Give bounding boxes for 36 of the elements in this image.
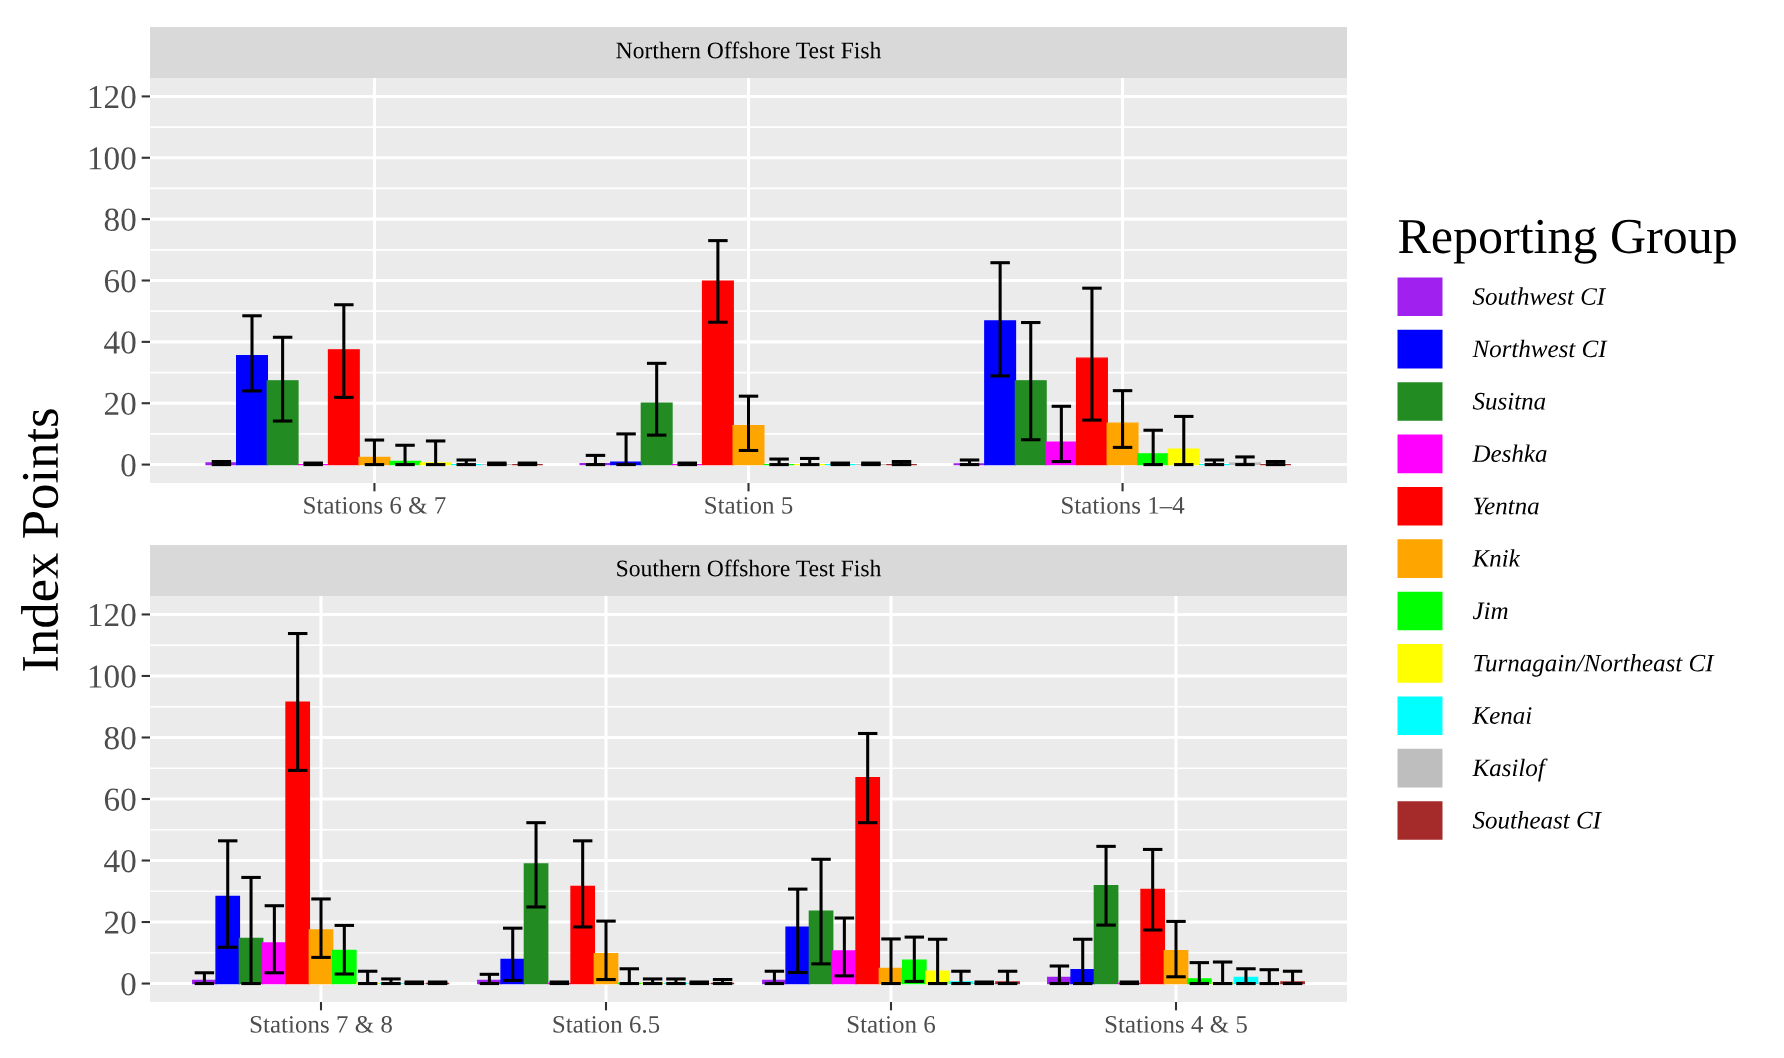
legend-label: Kenai xyxy=(1472,707,1532,724)
y-tick-label: 100 xyxy=(89,665,136,688)
x-tick-label: Stations 1–4 xyxy=(1062,496,1185,514)
x-tick-label: Stations 6 & 7 xyxy=(304,496,446,514)
legend-label: Southeast CI xyxy=(1472,811,1602,829)
y-tick-label: 0 xyxy=(121,453,136,477)
x-tick-label: Stations 7 & 8 xyxy=(250,1015,392,1033)
y-tick-label: 120 xyxy=(89,603,136,627)
x-tick-label: Station 6 xyxy=(847,1015,936,1033)
legend-label: Kasilof xyxy=(1472,758,1548,782)
legend-label: Susitna xyxy=(1472,392,1546,410)
chart-title: Northern Offshore Test Fish xyxy=(616,41,882,59)
y-tick-label: 100 xyxy=(89,147,136,170)
x-tick-label: Station 5 xyxy=(705,496,793,514)
y-tick-label: 80 xyxy=(104,208,136,232)
legend-label: Knik xyxy=(1472,549,1521,567)
y-tick-label: 60 xyxy=(104,788,136,811)
legend-label: Turnagain/Northeast CI xyxy=(1474,653,1715,677)
y-tick-label: 120 xyxy=(89,85,136,109)
y-tick-label: 80 xyxy=(104,726,136,750)
legend-label: Southwest CI xyxy=(1472,287,1607,305)
x-tick-label: Stations 4 & 5 xyxy=(1105,1015,1247,1033)
y-tick-label: 20 xyxy=(104,911,136,934)
legend-label: Northwest CI xyxy=(1472,339,1608,358)
legend-label: Deshka xyxy=(1472,444,1547,463)
y-tick-label: 40 xyxy=(104,849,136,873)
legend-title: Reporting Group xyxy=(1398,219,1736,264)
chart-title: Southern Offshore Test Fish xyxy=(617,559,882,577)
x-tick-label: Station 6.5 xyxy=(553,1015,660,1033)
y-tick-label: 0 xyxy=(121,972,136,996)
legend-label: Yentna xyxy=(1473,497,1539,515)
y-tick-label: 20 xyxy=(104,392,136,416)
legend-label: Jim xyxy=(1472,602,1508,620)
y-axis-title: Index Points xyxy=(21,409,59,671)
y-tick-label: 60 xyxy=(104,269,136,293)
y-tick-label: 40 xyxy=(104,331,136,354)
